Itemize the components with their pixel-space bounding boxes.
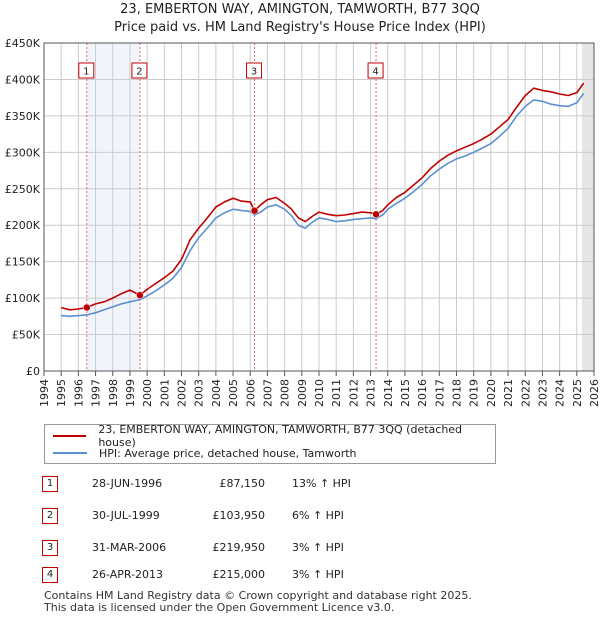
x-tick-label: 2021 xyxy=(502,379,515,407)
x-tick-label: 2013 xyxy=(365,379,378,407)
sale-label-number: 2 xyxy=(136,67,142,78)
sale-label-box xyxy=(246,62,263,79)
y-tick-label: £50K xyxy=(12,329,41,342)
sale-price: £87,150 xyxy=(219,477,266,490)
x-tick-label: 2008 xyxy=(279,379,292,407)
x-tick-label: 2024 xyxy=(554,379,567,407)
sale-marker-num: 3 xyxy=(42,540,58,556)
sale-date: 28-JUN-1996 xyxy=(92,477,163,490)
sale-date: 26-APR-2013 xyxy=(92,568,164,581)
sale-point xyxy=(83,303,91,312)
x-tick-label: 2025 xyxy=(571,379,584,407)
x-tick-label: 2010 xyxy=(313,379,326,407)
x-tick-label: 2014 xyxy=(382,379,395,407)
sale-label-box xyxy=(131,62,148,79)
x-tick-label: 2018 xyxy=(451,379,464,407)
sale-marker-num: 1 xyxy=(42,476,58,492)
property-price-line xyxy=(61,82,585,311)
x-tick-label: 1996 xyxy=(72,379,85,407)
x-tick-label: 2012 xyxy=(347,379,360,407)
sale-point xyxy=(136,291,144,299)
x-tick-label: 2020 xyxy=(485,379,498,407)
y-tick-label: £350K xyxy=(5,110,41,123)
footer-license: This data is licensed under the Open Gov… xyxy=(44,601,395,614)
x-tick-label: 2009 xyxy=(296,379,309,407)
sale-label-number: 1 xyxy=(83,67,89,78)
legend-item-hpi: HPI: Average price, detached house, Tamw… xyxy=(53,445,357,461)
footer-copyright: Contains HM Land Registry data © Crown c… xyxy=(44,589,472,602)
sale-period-shade xyxy=(86,43,140,371)
sale-price: £103,950 xyxy=(212,509,266,522)
sale-hpi-diff: 3% ↑ HPI xyxy=(292,568,344,581)
x-tick-label: 2011 xyxy=(330,379,343,407)
chart-title: 23, EMBERTON WAY, AMINGTON, TAMWORTH, B7… xyxy=(120,2,480,17)
x-tick-label: 2002 xyxy=(176,379,189,407)
footer: Contains HM Land Registry data © Crown c… xyxy=(44,590,472,614)
y-tick-label: £300K xyxy=(5,146,41,159)
x-tick-label: 2019 xyxy=(468,379,481,407)
sale-point xyxy=(250,206,259,215)
legend: 23, EMBERTON WAY, AMINGTON, TAMWORTH, B7… xyxy=(44,423,496,464)
x-tick-label: 2023 xyxy=(536,379,549,407)
x-tick-label: 2015 xyxy=(399,379,412,407)
sale-date: 30-JUL-1999 xyxy=(92,509,160,522)
x-tick-label: 1995 xyxy=(55,379,68,407)
y-tick-label: £250K xyxy=(5,183,41,196)
x-tick-label: 2004 xyxy=(210,379,223,407)
legend-label-property: 23, EMBERTON WAY, AMINGTON, TAMWORTH, B7… xyxy=(98,423,463,449)
x-tick-label: 1999 xyxy=(124,379,137,407)
legend-swatch-hpi xyxy=(53,452,87,454)
legend-item-property: 23, EMBERTON WAY, AMINGTON, TAMWORTH, B7… xyxy=(53,423,495,449)
sale-label-box xyxy=(78,62,95,79)
sale-point xyxy=(372,210,380,219)
sale-label-number: 3 xyxy=(251,67,257,78)
x-tick-label: 2026 xyxy=(588,379,600,407)
sale-price: £219,950 xyxy=(212,541,266,554)
plot-border xyxy=(43,42,595,372)
x-tick-label: 2016 xyxy=(416,379,429,407)
price-chart: £0 £50K £100K £150K £200K £250K £300K £350K £400… xyxy=(5,37,600,407)
sale-date: 31-MAR-2006 xyxy=(92,541,167,554)
x-tick-label: 2006 xyxy=(244,379,257,407)
x-tick-label: 2000 xyxy=(141,379,154,407)
x-tick-label: 1998 xyxy=(107,379,120,407)
y-tick-label: £150K xyxy=(5,256,41,269)
y-tick-label: £400K xyxy=(5,73,41,86)
sale-price: £215,000 xyxy=(212,568,266,581)
x-tick-label: 2017 xyxy=(433,379,446,407)
y-tick-label: £200K xyxy=(5,219,41,232)
sale-label-number: 4 xyxy=(372,67,378,78)
x-tick-label: 2003 xyxy=(193,379,206,407)
sale-hpi-diff: 3% ↑ HPI xyxy=(292,541,344,554)
x-tick-label: 2007 xyxy=(261,379,274,407)
sale-hpi-diff: 13% ↑ HPI xyxy=(292,477,351,490)
hpi-line xyxy=(61,92,585,318)
x-tick-label: 1997 xyxy=(90,379,103,407)
forecast-shade xyxy=(581,43,594,371)
legend-swatch-property xyxy=(53,435,87,437)
y-tick-label: £450K xyxy=(5,37,41,50)
sale-marker-num: 4 xyxy=(42,567,58,583)
x-tick-label: 1994 xyxy=(38,379,51,407)
sale-label-box xyxy=(367,62,384,79)
y-tick-label: £0 xyxy=(26,365,40,378)
sale-marker-num: 2 xyxy=(42,508,58,524)
x-tick-label: 2022 xyxy=(519,379,532,407)
chart-subtitle: Price paid vs. HM Land Registry's House … xyxy=(114,20,486,35)
sale-hpi-diff: 6% ↑ HPI xyxy=(292,509,344,522)
x-tick-label: 2001 xyxy=(158,379,171,407)
legend-label-hpi: HPI: Average price, detached house, Tamw… xyxy=(99,446,357,460)
x-tick-label: 2005 xyxy=(227,379,240,407)
y-tick-label: £100K xyxy=(5,292,41,305)
